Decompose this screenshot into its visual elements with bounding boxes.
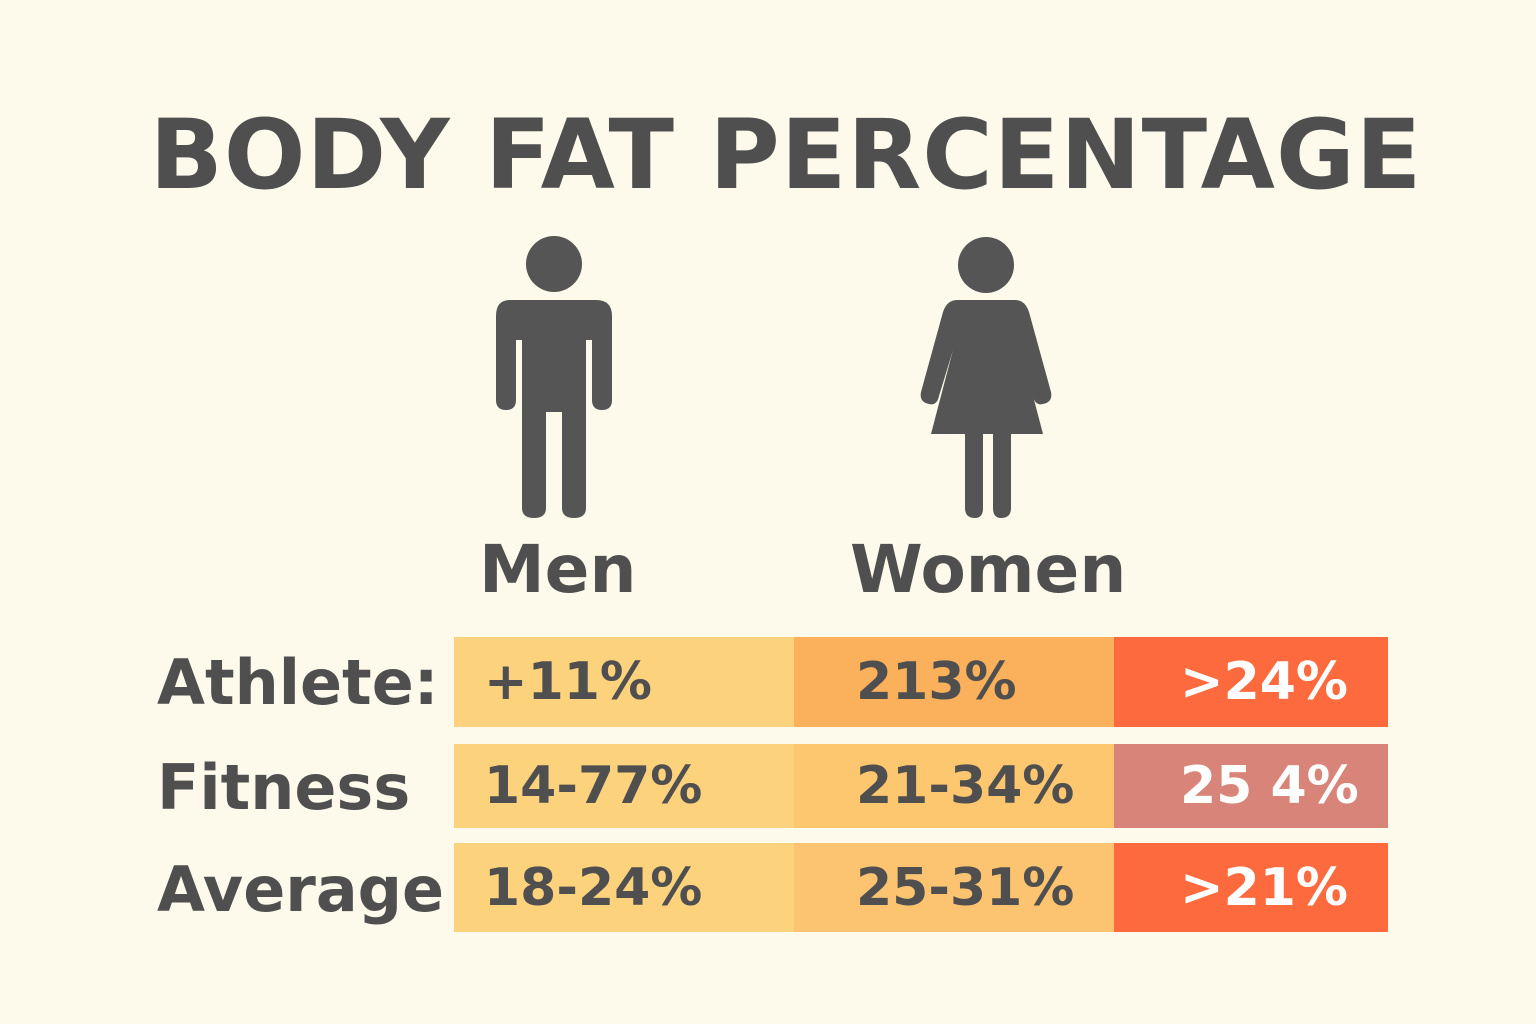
women-value-cell: 25-31% <box>794 843 1114 932</box>
women-value-cell: 213% <box>794 637 1114 727</box>
row-label-average: Average <box>157 853 445 926</box>
women-value-cell: 21-34% <box>794 744 1114 828</box>
table-row: 14-77% 21-34% 25 4% <box>454 744 1388 828</box>
page-title: BODY FAT PERCENTAGE <box>149 99 1423 211</box>
men-label: Men <box>479 531 637 608</box>
men-value-cell: 14-77% <box>454 744 794 828</box>
row-label-fitness: Fitness <box>157 751 411 824</box>
man-icon <box>496 236 612 518</box>
men-value-cell: +11% <box>454 637 794 727</box>
men-value-cell: 18-24% <box>454 843 794 932</box>
status-value-cell: >24% <box>1114 637 1388 727</box>
status-value-cell: 25 4% <box>1114 744 1388 828</box>
woman-icon <box>920 237 1052 518</box>
women-label: Women <box>850 531 1127 608</box>
status-value-cell: >21% <box>1114 843 1388 932</box>
table-row: 18-24% 25-31% >21% <box>454 843 1388 932</box>
table-row: +11% 213% >24% <box>454 637 1388 727</box>
row-label-athlete: Athlete: <box>157 646 439 719</box>
